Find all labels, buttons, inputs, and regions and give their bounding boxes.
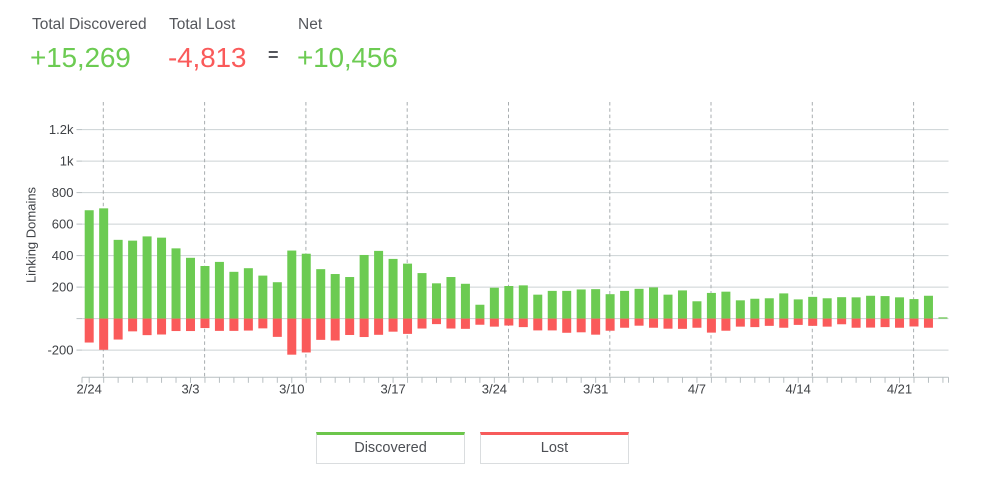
svg-text:3/31: 3/31 [583, 382, 608, 397]
svg-text:600: 600 [52, 217, 74, 232]
svg-text:4/7: 4/7 [688, 382, 706, 397]
svg-text:800: 800 [52, 185, 74, 200]
svg-text:1k: 1k [60, 154, 74, 169]
svg-text:4/21: 4/21 [887, 382, 912, 397]
svg-text:3/3: 3/3 [181, 382, 199, 397]
svg-text:3/24: 3/24 [482, 382, 507, 397]
svg-text:1.2k: 1.2k [49, 122, 74, 137]
svg-text:2/24: 2/24 [77, 382, 102, 397]
svg-text:200: 200 [52, 280, 74, 295]
svg-text:-200: -200 [47, 343, 73, 358]
svg-text:4/14: 4/14 [786, 382, 811, 397]
svg-text:400: 400 [52, 248, 74, 263]
svg-text:Linking Domains: Linking Domains [24, 186, 39, 283]
svg-text:3/17: 3/17 [380, 382, 405, 397]
svg-text:3/10: 3/10 [279, 382, 304, 397]
